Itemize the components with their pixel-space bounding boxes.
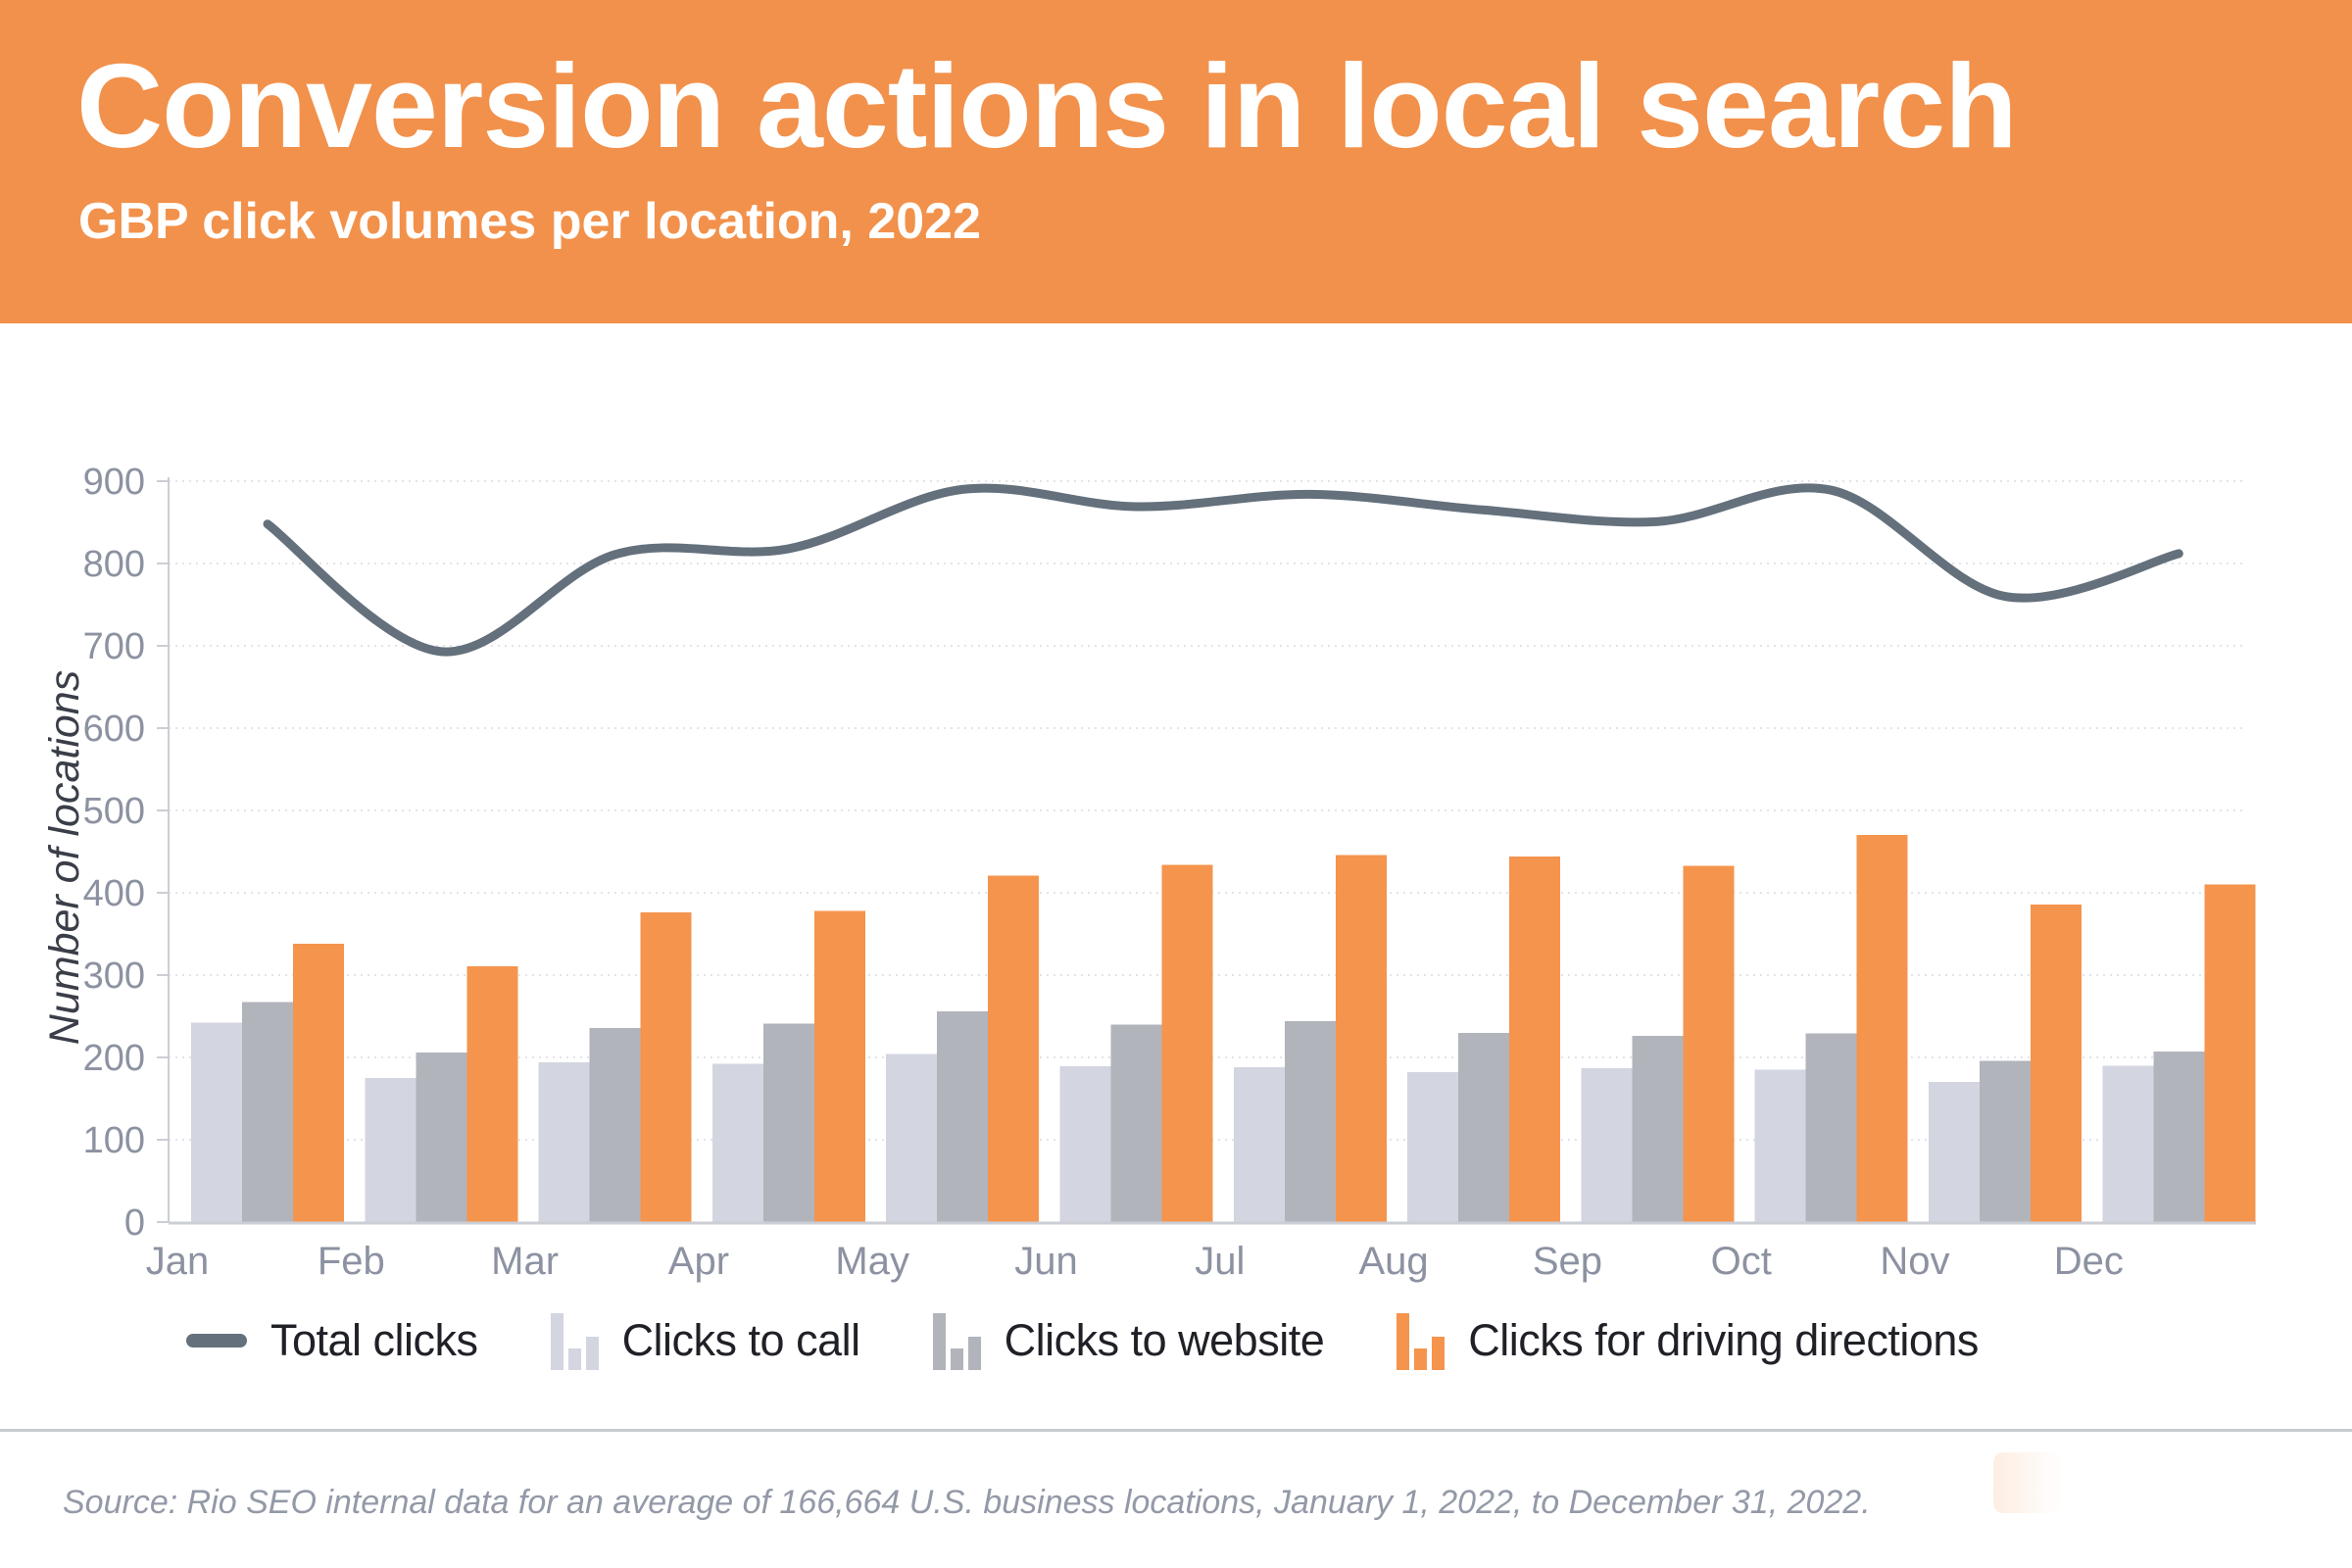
x-tick-label-jul: Jul: [1195, 1240, 1245, 1283]
bar-clicks-to-call-oct: [1754, 1069, 1806, 1222]
y-tick-label: 800: [83, 544, 145, 585]
bar-clicks-to-call-sep: [1581, 1067, 1633, 1222]
page-title: Conversion actions in local search: [76, 39, 2018, 172]
bar-clicks-for-driving-directions-feb: [466, 965, 518, 1222]
bar-clicks-for-driving-directions-may: [988, 875, 1040, 1222]
y-tick-label: 500: [83, 791, 145, 832]
x-tick-label-may: May: [835, 1240, 909, 1283]
y-tick-label: 700: [83, 626, 145, 667]
bar-clicks-to-call-may: [886, 1054, 938, 1222]
bar-clicks-to-call-jul: [1233, 1067, 1285, 1222]
bar-clicks-to-call-aug: [1407, 1072, 1459, 1222]
y-tick-label: 400: [83, 873, 145, 914]
legend-label: Clicks to call: [621, 1315, 861, 1365]
legend-label: Clicks for driving directions: [1468, 1315, 1979, 1365]
legend-item-clicks-to-website: Clicks to website: [932, 1311, 1325, 1370]
watermark-smudge: [1993, 1452, 2062, 1513]
bar-clicks-for-driving-directions-oct: [1856, 835, 1908, 1222]
bar-clicks-to-call-dec: [2102, 1065, 2154, 1222]
footer-divider: [0, 1429, 2352, 1432]
x-tick-label-jun: Jun: [1014, 1240, 1078, 1283]
bar-clicks-to-website-feb: [416, 1053, 467, 1222]
bar-clicks-to-website-aug: [1458, 1032, 1510, 1222]
mini-bars-icon: [550, 1311, 599, 1370]
y-tick-label: 300: [83, 956, 145, 997]
mini-bars-icon: [1396, 1311, 1446, 1370]
bar-clicks-for-driving-directions-apr: [813, 910, 865, 1222]
bar-clicks-for-driving-directions-jun: [1161, 864, 1213, 1222]
x-tick-label-nov: Nov: [1880, 1240, 1949, 1283]
bar-clicks-for-driving-directions-jan: [293, 944, 344, 1222]
bar-clicks-to-website-nov: [1980, 1060, 2031, 1222]
bar-clicks-to-call-apr: [711, 1063, 763, 1222]
bar-clicks-for-driving-directions-sep: [1683, 865, 1735, 1222]
page-subtitle: GBP click volumes per location, 2022: [78, 193, 981, 250]
bar-clicks-to-website-jul: [1284, 1021, 1336, 1222]
legend-item-clicks-to-call: Clicks to call: [550, 1311, 861, 1370]
bar-clicks-to-call-feb: [365, 1078, 416, 1222]
x-tick-label-mar: Mar: [491, 1240, 559, 1283]
bar-clicks-for-driving-directions-mar: [640, 912, 692, 1222]
y-tick-label: 0: [124, 1202, 145, 1244]
x-tick-label-apr: Apr: [668, 1240, 729, 1283]
line-dash-icon: [186, 1334, 247, 1348]
bar-clicks-to-call-nov: [1929, 1082, 1980, 1222]
chart-legend: Total clicks Clicks to call Clicks to we…: [186, 1303, 1979, 1378]
y-tick-label: 100: [83, 1120, 145, 1161]
x-tick-label-dec: Dec: [2054, 1240, 2124, 1283]
legend-label: Clicks to website: [1004, 1315, 1325, 1365]
bar-clicks-to-website-oct: [1805, 1033, 1857, 1222]
bar-clicks-to-call-jan: [191, 1022, 242, 1222]
bar-clicks-to-website-mar: [589, 1027, 641, 1222]
bar-clicks-to-call-jun: [1059, 1066, 1111, 1222]
x-tick-label-aug: Aug: [1359, 1240, 1429, 1283]
bar-clicks-for-driving-directions-aug: [1509, 857, 1561, 1222]
bar-clicks-to-website-may: [937, 1011, 989, 1222]
bar-clicks-to-website-dec: [2153, 1052, 2205, 1222]
bar-clicks-to-website-jun: [1110, 1024, 1162, 1222]
y-axis-title: Number of locations: [41, 670, 88, 1045]
legend-label: Total clicks: [270, 1315, 478, 1365]
bar-clicks-for-driving-directions-jul: [1335, 855, 1387, 1222]
x-tick-label-jan: Jan: [146, 1240, 210, 1283]
y-tick-label: 900: [83, 462, 145, 503]
y-tick-label: 200: [83, 1038, 145, 1079]
x-tick-label-sep: Sep: [1533, 1240, 1602, 1283]
source-note: Source: Rio SEO internal data for an ave…: [63, 1484, 1871, 1521]
legend-item-driving-directions: Clicks for driving directions: [1396, 1311, 1979, 1370]
header-banner: Conversion actions in local search GBP c…: [0, 0, 2352, 323]
legend-item-total-clicks: Total clicks: [186, 1315, 478, 1366]
bar-clicks-to-website-apr: [762, 1023, 814, 1222]
bar-clicks-to-website-jan: [242, 1002, 293, 1222]
bar-clicks-to-website-sep: [1632, 1036, 1684, 1222]
x-tick-label-feb: Feb: [318, 1240, 385, 1283]
y-tick-label: 600: [83, 709, 145, 750]
mini-bars-icon: [932, 1311, 981, 1370]
bar-clicks-to-call-mar: [538, 1062, 590, 1222]
x-tick-label-oct: Oct: [1711, 1240, 1772, 1283]
bar-clicks-for-driving-directions-dec: [2204, 884, 2256, 1222]
bar-clicks-for-driving-directions-nov: [2031, 904, 2082, 1222]
total-clicks-line: [263, 483, 2183, 657]
